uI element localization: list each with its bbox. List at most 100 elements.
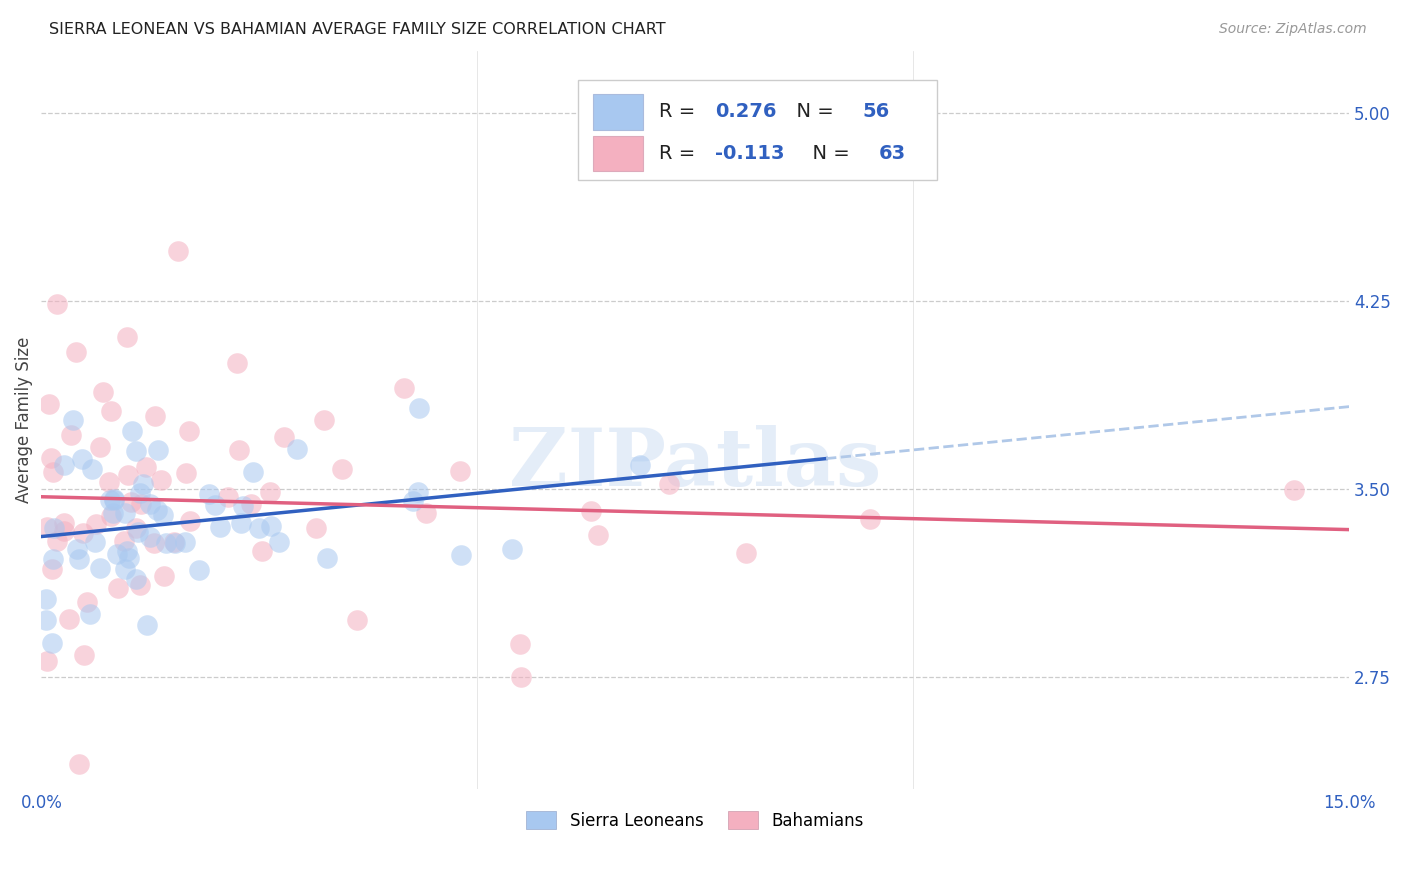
Bahamians <box>117 330 139 344</box>
Bahamians <box>86 517 108 532</box>
Sierra Leoneans <box>114 562 136 576</box>
Bahamians <box>35 520 58 534</box>
Sierra Leoneans <box>146 502 169 516</box>
Bahamians <box>72 525 94 540</box>
Sierra Leoneans <box>117 544 139 558</box>
Bahamians <box>65 345 87 359</box>
Sierra Leoneans <box>101 506 124 520</box>
Bahamians <box>167 244 190 258</box>
Bahamians <box>1284 483 1306 498</box>
Sierra Leoneans <box>204 498 226 512</box>
Sierra Leoneans <box>103 491 125 506</box>
Bahamians <box>859 512 882 526</box>
Sierra Leoneans <box>450 549 472 563</box>
Bahamians <box>41 562 63 576</box>
Text: ZIPatlas: ZIPatlas <box>509 425 882 503</box>
Bahamians <box>58 612 80 626</box>
Bahamians <box>37 653 59 667</box>
Text: 0.276: 0.276 <box>714 103 776 121</box>
Bahamians <box>259 485 281 500</box>
Bahamians <box>228 442 250 457</box>
Bahamians <box>174 466 197 480</box>
Bahamians <box>91 384 114 399</box>
Bahamians <box>131 497 153 511</box>
Sierra Leoneans <box>155 536 177 550</box>
Bahamians <box>735 546 758 560</box>
Bahamians <box>107 581 129 595</box>
Sierra Leoneans <box>316 550 339 565</box>
Bahamians <box>153 569 176 583</box>
Sierra Leoneans <box>139 497 162 511</box>
Text: SIERRA LEONEAN VS BAHAMIAN AVERAGE FAMILY SIZE CORRELATION CHART: SIERRA LEONEAN VS BAHAMIAN AVERAGE FAMIL… <box>49 22 666 37</box>
Text: R =: R = <box>658 103 702 121</box>
Bahamians <box>304 521 326 535</box>
Sierra Leoneans <box>121 425 143 439</box>
Bahamians <box>46 297 69 311</box>
Sierra Leoneans <box>125 572 148 586</box>
Bahamians <box>117 467 139 482</box>
Sierra Leoneans <box>152 508 174 523</box>
Sierra Leoneans <box>80 462 103 476</box>
Sierra Leoneans <box>267 535 290 549</box>
Sierra Leoneans <box>129 485 152 500</box>
Bahamians <box>449 464 471 478</box>
Sierra Leoneans <box>83 535 105 549</box>
Sierra Leoneans <box>117 551 139 566</box>
Bahamians <box>509 669 531 683</box>
Bahamians <box>39 451 62 466</box>
Bahamians <box>41 466 63 480</box>
Bahamians <box>98 475 121 489</box>
Sierra Leoneans <box>132 476 155 491</box>
Bahamians <box>100 508 122 523</box>
FancyBboxPatch shape <box>578 80 938 180</box>
Sierra Leoneans <box>163 536 186 550</box>
Bahamians <box>217 490 239 504</box>
Sierra Leoneans <box>188 563 211 577</box>
Bahamians <box>129 578 152 592</box>
Bahamians <box>125 521 148 535</box>
Sierra Leoneans <box>229 516 252 531</box>
Sierra Leoneans <box>242 465 264 479</box>
Bahamians <box>392 381 415 395</box>
Y-axis label: Average Family Size: Average Family Size <box>15 337 32 503</box>
Bahamians <box>67 756 90 771</box>
Sierra Leoneans <box>136 617 159 632</box>
Sierra Leoneans <box>139 530 162 544</box>
Sierra Leoneans <box>41 636 63 650</box>
Sierra Leoneans <box>62 413 84 427</box>
Bahamians <box>179 514 201 528</box>
Bahamians <box>415 506 437 520</box>
Bahamians <box>252 544 274 558</box>
Bahamians <box>163 534 186 549</box>
Bahamians <box>120 495 142 509</box>
Sierra Leoneans <box>198 487 221 501</box>
Sierra Leoneans <box>285 442 308 457</box>
Bahamians <box>579 504 602 518</box>
Sierra Leoneans <box>260 519 283 533</box>
Bahamians <box>586 528 609 542</box>
Bahamians <box>658 476 681 491</box>
Sierra Leoneans <box>67 552 90 566</box>
Sierra Leoneans <box>174 535 197 549</box>
Sierra Leoneans <box>79 607 101 621</box>
Text: R =: R = <box>658 144 702 163</box>
Bahamians <box>73 648 96 662</box>
Sierra Leoneans <box>408 401 430 415</box>
Bahamians <box>346 614 368 628</box>
Sierra Leoneans <box>402 494 425 508</box>
Sierra Leoneans <box>146 442 169 457</box>
Sierra Leoneans <box>247 521 270 535</box>
Bahamians <box>135 460 157 475</box>
Sierra Leoneans <box>501 541 523 556</box>
Text: 56: 56 <box>863 103 890 121</box>
Text: 63: 63 <box>879 144 905 163</box>
Sierra Leoneans <box>125 444 148 458</box>
Bahamians <box>273 430 295 444</box>
Sierra Leoneans <box>127 525 149 540</box>
Bahamians <box>52 516 75 530</box>
Bahamians <box>509 636 531 650</box>
Sierra Leoneans <box>52 458 75 472</box>
Sierra Leoneans <box>232 500 254 514</box>
Bahamians <box>143 409 166 424</box>
Text: N =: N = <box>800 144 856 163</box>
